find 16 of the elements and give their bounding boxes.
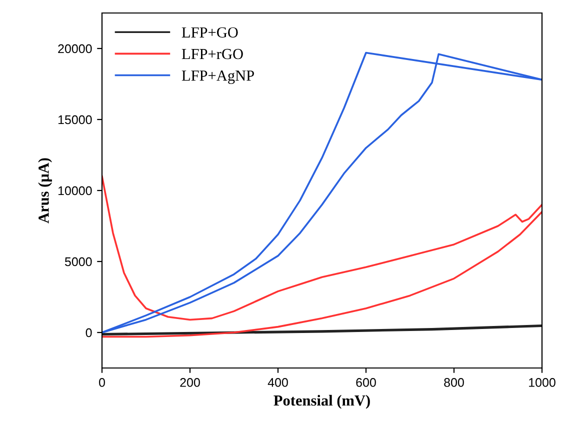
legend-label: LFP+GO bbox=[182, 27, 238, 38]
y-tick-label: 0 bbox=[86, 328, 92, 338]
y-axis-title: Arus (μA) bbox=[38, 158, 52, 224]
x-tick-label: 400 bbox=[268, 378, 288, 387]
legend-label: LFP+rGO bbox=[182, 48, 243, 60]
x-tick-label: 600 bbox=[356, 378, 376, 387]
y-tick-label: 10000 bbox=[58, 186, 92, 196]
x-tick-label: 1000 bbox=[529, 378, 556, 387]
x-tick-label: 800 bbox=[444, 378, 464, 387]
legend-label: LFP+AgNP bbox=[182, 70, 254, 84]
x-axis-title: Potensial (mV) bbox=[274, 394, 370, 409]
y-tick-label: 15000 bbox=[58, 115, 92, 124]
y-tick-label: 5000 bbox=[64, 257, 92, 266]
x-tick-label: 0 bbox=[99, 378, 105, 387]
y-tick-label: 20000 bbox=[58, 44, 92, 54]
x-tick-label: 200 bbox=[180, 378, 200, 387]
